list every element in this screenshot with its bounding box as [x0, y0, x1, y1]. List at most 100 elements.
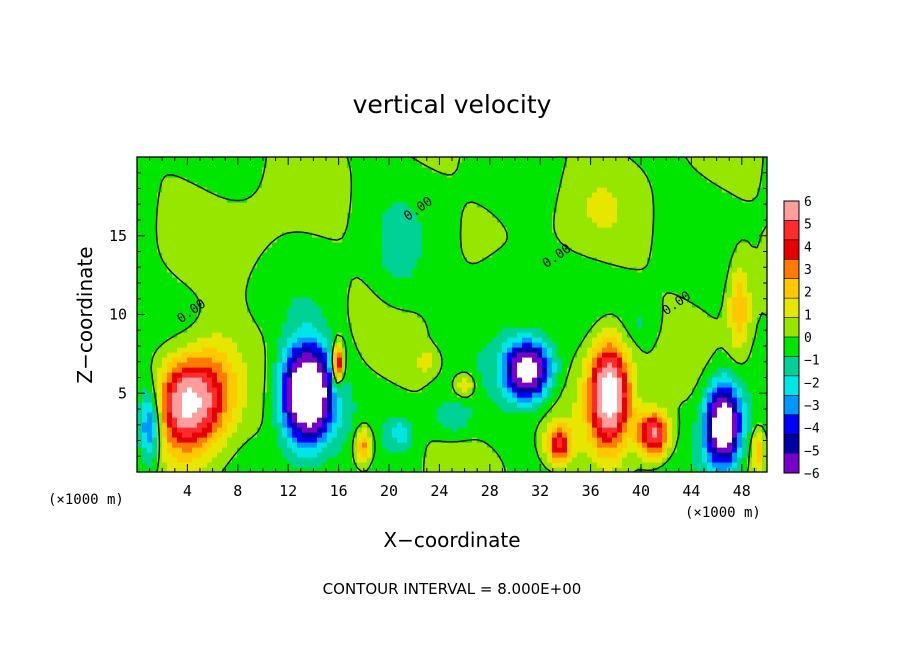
field-cell [582, 372, 588, 378]
field-cell [537, 387, 543, 393]
field-cell [452, 352, 458, 358]
field-cell [622, 462, 628, 468]
field-cell [612, 282, 618, 288]
field-cell [177, 427, 183, 433]
field-cell [207, 397, 213, 403]
field-cell [597, 427, 603, 433]
field-cell [687, 347, 693, 353]
field-cell [427, 302, 433, 308]
field-cell [567, 332, 573, 338]
field-cell [292, 272, 298, 278]
field-cell [232, 402, 238, 408]
field-cell [697, 277, 703, 283]
field-cell [612, 417, 618, 423]
field-cell [322, 362, 328, 368]
field-cell [517, 382, 523, 388]
field-cell [642, 427, 648, 433]
field-cell [602, 422, 608, 428]
field-cell [607, 357, 613, 363]
field-cell [682, 277, 688, 283]
field-cell [727, 462, 733, 468]
field-cell [587, 412, 593, 418]
field-cell [207, 407, 213, 413]
field-cell [627, 347, 633, 353]
field-cell [627, 412, 633, 418]
field-cell [352, 277, 358, 283]
field-cell [602, 412, 608, 418]
field-cell [222, 272, 228, 278]
field-cell [182, 392, 188, 398]
field-cell [547, 282, 553, 288]
field-cell [677, 357, 683, 363]
field-cell [507, 362, 513, 368]
field-cell [357, 442, 363, 448]
field-cell [742, 367, 748, 373]
field-cell [742, 352, 748, 358]
field-cell [452, 432, 458, 438]
field-cell [472, 392, 478, 398]
field-cell [577, 372, 583, 378]
field-cell [182, 287, 188, 293]
field-cell [687, 462, 693, 468]
field-cell [717, 292, 723, 298]
field-cell [422, 447, 428, 453]
field-cell [742, 397, 748, 403]
field-cell [442, 417, 448, 423]
field-cell [207, 332, 213, 338]
field-cell [377, 467, 383, 472]
field-cell [642, 352, 648, 358]
field-cell [437, 367, 443, 373]
field-cell [712, 342, 718, 348]
field-cell [677, 367, 683, 373]
field-cell [277, 462, 283, 468]
field-cell [267, 432, 273, 438]
field-cell [657, 302, 663, 308]
field-cell [752, 312, 758, 318]
field-cell [437, 447, 443, 453]
field-cell [742, 302, 748, 308]
field-cell [202, 287, 208, 293]
field-cell [292, 392, 298, 398]
field-cell [262, 307, 268, 313]
field-cell [617, 332, 623, 338]
field-cell [147, 442, 153, 448]
field-cell [467, 337, 473, 343]
field-cell [762, 452, 767, 458]
field-cell [497, 422, 503, 428]
field-cell [762, 447, 767, 453]
field-cell [607, 332, 613, 338]
field-cell [537, 452, 543, 458]
field-cell [632, 447, 638, 453]
field-cell [642, 327, 648, 333]
field-cell [257, 392, 263, 398]
field-cell [222, 287, 228, 293]
field-cell [717, 417, 723, 423]
field-cell [232, 442, 238, 448]
field-cell [187, 367, 193, 373]
field-cell [307, 462, 313, 468]
field-cell [607, 322, 613, 328]
field-cell [342, 337, 348, 343]
field-cell [592, 397, 598, 403]
field-cell [737, 407, 743, 413]
field-cell [462, 462, 468, 468]
field-cell [232, 292, 238, 298]
field-cell [182, 272, 188, 278]
field-cell [587, 312, 593, 318]
field-cell [352, 412, 358, 418]
field-cell [712, 452, 718, 458]
field-cell [172, 327, 178, 333]
field-cell [182, 377, 188, 383]
field-cell [232, 437, 238, 443]
field-cell [282, 272, 288, 278]
field-cell [742, 437, 748, 443]
field-cell [407, 387, 413, 393]
field-cell [397, 312, 403, 318]
field-cell [662, 392, 668, 398]
field-cell [492, 317, 498, 323]
field-cell [742, 417, 748, 423]
field-cell [367, 417, 373, 423]
field-cell [237, 352, 243, 358]
field-cell [367, 367, 373, 373]
field-cell [762, 412, 767, 418]
